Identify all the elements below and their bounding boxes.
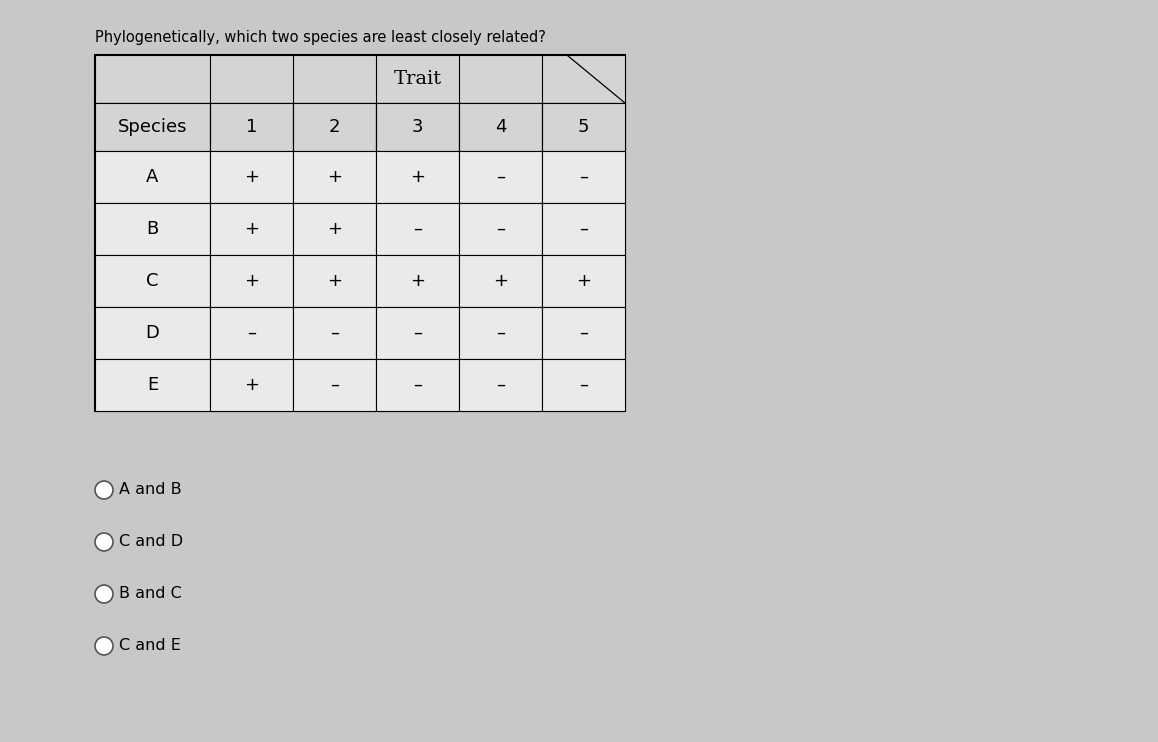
Bar — [293, 203, 376, 255]
Bar — [376, 255, 459, 307]
Text: Phylogenetically, which two species are least closely related?: Phylogenetically, which two species are … — [95, 30, 545, 45]
Bar — [95, 255, 210, 307]
Text: A: A — [146, 168, 159, 186]
Text: –: – — [413, 376, 422, 394]
Text: –: – — [496, 324, 505, 342]
Bar — [210, 203, 293, 255]
Text: –: – — [496, 376, 505, 394]
Text: B and C: B and C — [119, 586, 182, 602]
Text: +: + — [327, 272, 342, 290]
Bar — [376, 307, 459, 359]
Text: +: + — [327, 168, 342, 186]
Bar — [293, 151, 376, 203]
Text: C and D: C and D — [119, 534, 183, 550]
Text: C: C — [146, 272, 159, 290]
Text: 3: 3 — [412, 118, 424, 136]
Bar — [210, 151, 293, 203]
Bar — [95, 103, 210, 151]
Circle shape — [95, 585, 113, 603]
Bar — [542, 255, 625, 307]
Bar — [95, 151, 210, 203]
Circle shape — [95, 533, 113, 551]
Text: +: + — [244, 220, 259, 238]
Bar — [293, 307, 376, 359]
Text: 2: 2 — [329, 118, 340, 136]
Text: +: + — [410, 168, 425, 186]
Text: –: – — [579, 220, 588, 238]
Text: +: + — [327, 220, 342, 238]
Bar — [95, 55, 625, 103]
Text: –: – — [413, 324, 422, 342]
Text: –: – — [413, 220, 422, 238]
Text: –: – — [496, 168, 505, 186]
Text: –: – — [330, 324, 339, 342]
Bar — [210, 307, 293, 359]
Text: Trait: Trait — [394, 70, 441, 88]
Text: A and B: A and B — [119, 482, 182, 497]
Text: Species: Species — [118, 118, 188, 136]
Bar — [210, 359, 293, 411]
Bar — [542, 203, 625, 255]
Bar — [95, 307, 210, 359]
Text: B: B — [146, 220, 159, 238]
Text: +: + — [576, 272, 591, 290]
Text: +: + — [244, 376, 259, 394]
Bar — [376, 359, 459, 411]
Text: –: – — [496, 220, 505, 238]
Circle shape — [95, 481, 113, 499]
Bar — [210, 103, 293, 151]
Text: +: + — [410, 272, 425, 290]
Bar — [376, 103, 459, 151]
Text: –: – — [247, 324, 256, 342]
Bar — [210, 255, 293, 307]
Bar — [459, 203, 542, 255]
Bar — [459, 307, 542, 359]
Bar — [459, 103, 542, 151]
Text: –: – — [579, 168, 588, 186]
Text: D: D — [146, 324, 160, 342]
Bar — [376, 203, 459, 255]
Text: E: E — [147, 376, 159, 394]
Text: –: – — [579, 376, 588, 394]
Bar — [542, 103, 625, 151]
Bar — [542, 307, 625, 359]
Bar — [95, 103, 625, 151]
Text: +: + — [244, 168, 259, 186]
Bar — [376, 151, 459, 203]
Bar — [293, 359, 376, 411]
Bar — [293, 103, 376, 151]
Bar — [459, 255, 542, 307]
Bar — [542, 359, 625, 411]
Bar — [95, 203, 210, 255]
Bar — [542, 151, 625, 203]
Bar — [459, 151, 542, 203]
Text: –: – — [330, 376, 339, 394]
Text: 5: 5 — [578, 118, 589, 136]
Text: 4: 4 — [494, 118, 506, 136]
Bar — [459, 359, 542, 411]
Bar — [293, 255, 376, 307]
Text: +: + — [493, 272, 508, 290]
Text: 1: 1 — [245, 118, 257, 136]
Bar — [95, 359, 210, 411]
Circle shape — [95, 637, 113, 655]
Text: C and E: C and E — [119, 639, 181, 654]
Text: +: + — [244, 272, 259, 290]
Text: –: – — [579, 324, 588, 342]
Bar — [95, 55, 625, 411]
